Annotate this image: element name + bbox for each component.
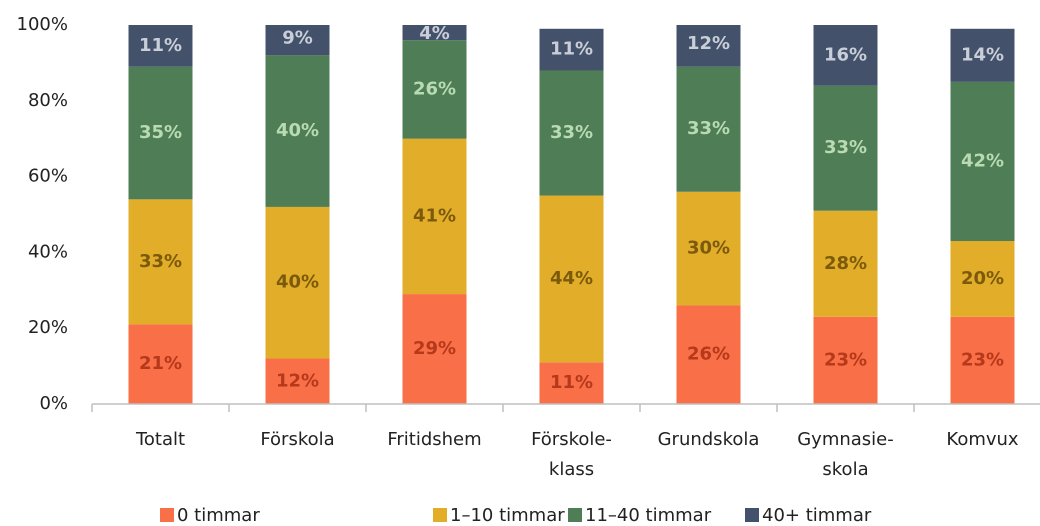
bar-segment	[128, 25, 193, 67]
bar-segment	[813, 25, 878, 86]
legend-label: 40+ timmar	[762, 505, 872, 526]
x-tick-label: Grundskola	[658, 429, 760, 450]
bar-segment	[950, 81, 1015, 242]
value-label: 26%	[687, 344, 730, 365]
bar-segment	[402, 138, 467, 295]
bar-segment	[676, 25, 741, 67]
value-label: 33%	[139, 251, 182, 272]
bar-segment	[813, 210, 878, 317]
value-label: 29%	[413, 338, 456, 359]
bar-segment	[950, 316, 1015, 404]
bar-segment	[265, 206, 330, 359]
value-label: 4%	[419, 23, 450, 44]
legend-label: 0 timmar	[177, 505, 260, 526]
value-label: 20%	[961, 268, 1004, 289]
legend-label: 11–40 timmar	[585, 505, 712, 526]
y-tick-label: 0%	[39, 393, 68, 414]
bar-segment	[265, 25, 330, 56]
x-tick-label: Förskola	[260, 429, 334, 450]
value-label: 11%	[550, 372, 593, 393]
bar-segment	[813, 85, 878, 211]
value-label: 40%	[276, 272, 319, 293]
bar-segment	[676, 305, 741, 404]
legend-label: 1–10 timmar	[450, 505, 565, 526]
bar-segment	[539, 70, 604, 196]
value-label: 23%	[824, 349, 867, 370]
bar-segment	[128, 324, 193, 404]
bar-segment	[539, 195, 604, 363]
value-label: 42%	[961, 150, 1004, 171]
value-label: 40%	[276, 120, 319, 141]
value-label: 33%	[824, 137, 867, 158]
value-label: 12%	[276, 370, 319, 391]
y-tick-label: 80%	[28, 90, 68, 111]
bar-segment	[128, 199, 193, 325]
bar-segment	[676, 66, 741, 192]
value-label: 11%	[139, 35, 182, 56]
bar-segment	[813, 316, 878, 404]
value-label: 11%	[550, 39, 593, 60]
value-label: 44%	[550, 268, 593, 289]
bar-segment	[128, 66, 193, 200]
x-tick-label: Totalt	[135, 429, 185, 450]
bar-segment	[950, 28, 1015, 82]
y-tick-label: 40%	[28, 241, 68, 262]
x-tick-label: Komvux	[946, 429, 1019, 450]
bar-segment	[676, 191, 741, 306]
legend-swatch	[433, 508, 447, 522]
y-tick-label: 60%	[28, 166, 68, 187]
value-label: 26%	[413, 78, 456, 99]
value-label: 12%	[687, 33, 730, 54]
bar-segment	[402, 25, 467, 41]
value-label: 33%	[687, 118, 730, 139]
value-label: 14%	[961, 44, 1004, 65]
bars	[128, 25, 1015, 404]
bar-segment	[950, 241, 1015, 317]
value-label: 23%	[961, 349, 1004, 370]
value-label: 28%	[824, 253, 867, 274]
value-label: 35%	[139, 122, 182, 143]
value-label: 16%	[824, 44, 867, 65]
bar-segment	[265, 358, 330, 404]
bar-segment	[402, 40, 467, 139]
value-label: 33%	[550, 122, 593, 143]
bar-segment	[402, 294, 467, 404]
value-label: 41%	[413, 205, 456, 226]
bar-segment	[265, 55, 330, 207]
y-tick-label: 20%	[28, 317, 68, 338]
x-tick-label: Fritidshem	[387, 429, 481, 450]
bar-segment	[539, 362, 604, 404]
y-tick-label: 100%	[17, 14, 68, 35]
value-label: 9%	[282, 27, 313, 48]
legend-swatch	[568, 508, 582, 522]
value-label: 21%	[139, 353, 182, 374]
value-label: 30%	[687, 238, 730, 259]
bar-segment	[539, 28, 604, 71]
legend-swatch	[160, 508, 174, 522]
legend-swatch	[745, 508, 759, 522]
x-tick-label: Gymnasie-skola	[797, 429, 894, 480]
x-tick-label: Förskole-klass	[531, 429, 612, 480]
